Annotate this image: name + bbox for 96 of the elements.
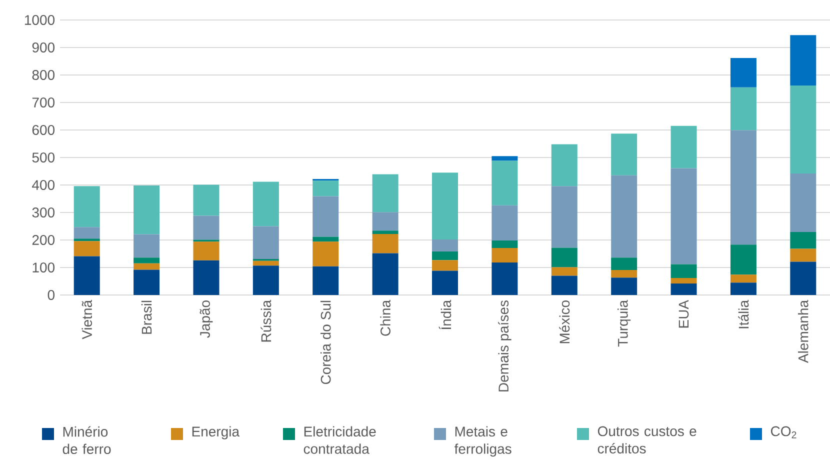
bar [551, 144, 578, 186]
bar [372, 174, 398, 212]
bar [492, 262, 518, 295]
y-tick-label: 900 [32, 42, 55, 52]
bar [790, 262, 816, 295]
bar [74, 241, 100, 256]
bar [312, 242, 339, 266]
bar [790, 232, 816, 249]
x-tick-label: Índia [438, 300, 452, 330]
x-tick-label: Rússia [260, 300, 272, 342]
bar [551, 276, 578, 295]
bar [312, 266, 339, 295]
x-tick-label: EUA [678, 300, 689, 328]
bar [730, 244, 756, 275]
bar [252, 266, 279, 295]
y-tick-label: 100 [32, 262, 55, 272]
x-tick-label: Turquia [618, 300, 631, 347]
y-tick-label: 400 [32, 180, 55, 190]
bar [492, 205, 518, 241]
bar [551, 267, 578, 276]
bar [611, 175, 638, 258]
x-tick-label: México [559, 300, 570, 344]
bar [730, 282, 756, 295]
bar [611, 134, 638, 176]
bar [372, 253, 398, 295]
x-tick-label: Brasil [141, 300, 152, 334]
bar [312, 180, 339, 196]
x-tick-label: Coreia do Sul [320, 300, 331, 384]
bar [730, 87, 756, 130]
legend-label: Metais e ferroligas [454, 426, 512, 457]
bar [492, 156, 518, 161]
bar [372, 230, 398, 234]
bar [312, 236, 339, 242]
bar [193, 184, 220, 216]
bar [611, 278, 638, 295]
bar [193, 260, 220, 295]
bar [134, 186, 160, 234]
bar [74, 256, 100, 295]
legend-label: Outros custos e créditos [598, 426, 696, 454]
x-tick-label: Alemanha [798, 300, 808, 363]
bar [670, 168, 697, 264]
bar [432, 239, 458, 252]
bar [730, 58, 756, 88]
legend-label: Eletricidade contratada [304, 426, 376, 454]
bar [730, 274, 756, 283]
y-tick-label: 600 [32, 125, 55, 135]
bar [492, 160, 518, 206]
bar [670, 278, 697, 284]
bar [134, 263, 160, 270]
x-tick-label: Itália [738, 300, 749, 328]
bar [134, 258, 160, 264]
bar [611, 258, 638, 270]
bar [670, 264, 697, 278]
bar [372, 212, 398, 231]
bar [252, 260, 279, 266]
bar [134, 234, 160, 258]
x-tick-label: China [380, 300, 390, 336]
y-tick-label: 300 [32, 208, 55, 218]
y-tick-label: 0 [48, 290, 55, 300]
bar [611, 270, 638, 278]
bar [252, 182, 279, 226]
bar [372, 234, 398, 254]
y-tick-label: 200 [32, 235, 55, 245]
bar [432, 260, 458, 271]
bar [74, 227, 100, 239]
bar [670, 126, 697, 168]
bar [74, 238, 100, 242]
bar [790, 248, 816, 262]
bar [252, 226, 279, 259]
legend-label: Minério de ferro [62, 426, 111, 454]
legend-label: Energia [192, 426, 240, 440]
bar [134, 270, 160, 295]
x-tick-label: Japão [200, 300, 213, 338]
bar [432, 252, 458, 260]
bar [670, 283, 697, 295]
legend-label: CO$_{2}$ [770, 426, 796, 438]
y-tick-label: 1000 [24, 15, 55, 25]
bar [790, 85, 816, 174]
bar [193, 216, 220, 240]
y-tick-label: 800 [32, 70, 55, 80]
bar [551, 248, 578, 268]
bar [492, 240, 518, 248]
bar [551, 186, 578, 248]
bar [730, 130, 756, 245]
bar [432, 270, 458, 295]
bar [193, 242, 220, 260]
bar [492, 248, 518, 263]
bar [74, 186, 100, 228]
x-tick-label: Demais países [498, 300, 512, 392]
bar [790, 35, 816, 86]
y-tick-label: 500 [32, 152, 55, 162]
bar [432, 172, 458, 240]
x-tick-label: Vietnã [82, 300, 92, 340]
bar [790, 173, 816, 232]
y-tick-label: 700 [32, 98, 55, 108]
bar [312, 196, 339, 237]
